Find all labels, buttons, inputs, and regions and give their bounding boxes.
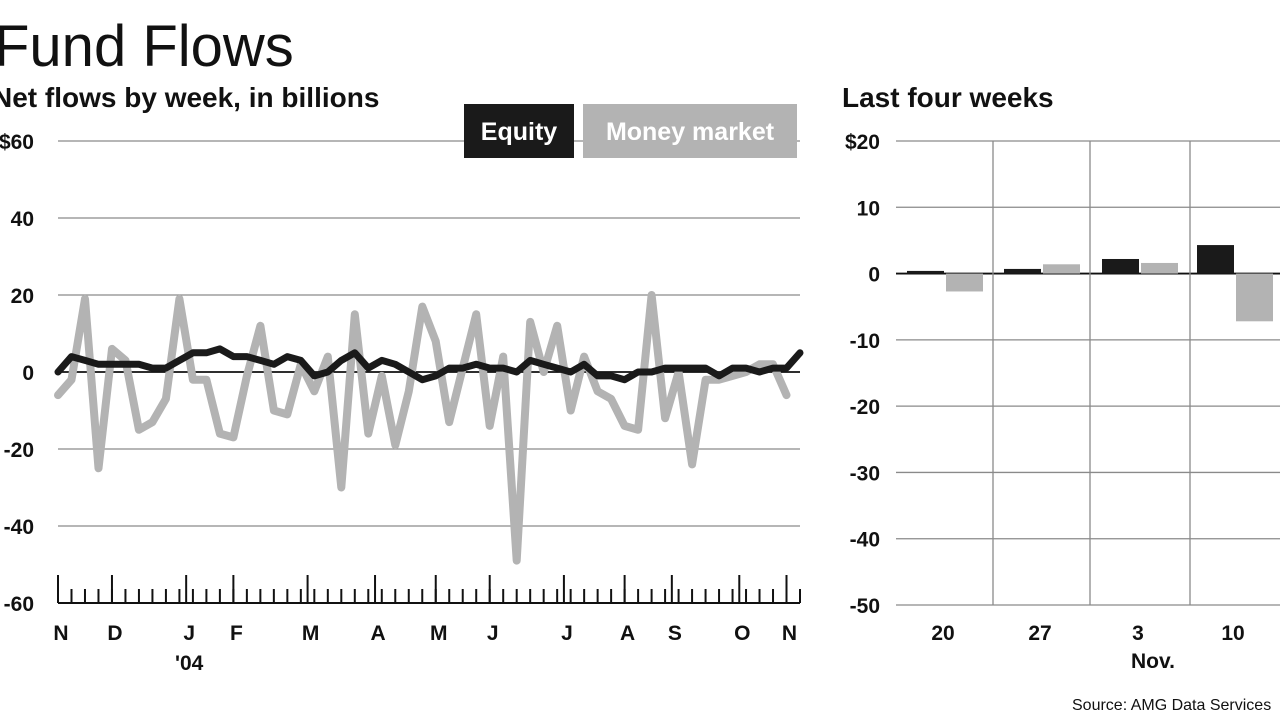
month-label: N: [53, 622, 68, 645]
money-market-bar: [946, 273, 983, 292]
weekly-x-axis: N D J F M A M J J A S O N '04: [53, 575, 801, 675]
equity-line: [54, 345, 804, 384]
legend-money-market-label: Money market: [606, 118, 775, 146]
weekly-y-tick-label: 40: [11, 208, 34, 231]
legend: Equity Money market: [464, 104, 797, 158]
equity-bar: [1197, 245, 1234, 274]
month-label: F: [230, 622, 243, 645]
month-label: J: [561, 622, 573, 645]
four-week-y-tick-label: -30: [850, 462, 880, 485]
four-week-category-label: 20: [931, 622, 954, 645]
month-label: J: [183, 622, 195, 645]
four-week-grid: [896, 140, 1280, 606]
equity-bar: [907, 270, 944, 274]
four-week-y-tick-label: -50: [850, 595, 880, 618]
month-label: N: [782, 622, 797, 645]
month-label: A: [370, 622, 385, 645]
year-label: '04: [175, 652, 204, 675]
legend-equity-label: Equity: [481, 118, 557, 146]
four-week-y-tick-label: -40: [850, 529, 880, 552]
money-market-bar: [1043, 264, 1080, 274]
weekly-y-tick-label: 0: [22, 362, 34, 385]
four-week-y-tick-label: 10: [857, 197, 880, 220]
month-label: S: [668, 622, 682, 645]
month-label: M: [302, 622, 320, 645]
month-label: J: [487, 622, 499, 645]
weekly-series: [54, 291, 804, 565]
weekly-y-tick-label: -40: [4, 516, 34, 539]
weekly-y-tick-label: -60: [4, 593, 34, 616]
equity-bar: [1102, 258, 1139, 274]
legend-equity-swatch: [464, 104, 574, 158]
money-market-bar: [1141, 262, 1178, 274]
weekly-y-tick-label: -20: [4, 439, 34, 462]
four-week-category-label: 10: [1221, 622, 1244, 645]
four-week-y-tick-label: -20: [850, 396, 880, 419]
four-week-x-axis: 20 27 3 10: [931, 622, 1244, 645]
four-week-category-label: 27: [1028, 622, 1051, 645]
four-week-y-axis: $20 10 0 -10 -20 -30 -40 -50: [845, 131, 880, 618]
source-note: Source: AMG Data Services: [1072, 697, 1271, 714]
last-four-weeks-chart: Last four weeks $20 10 0 -10 -20 -30 -40 -50 20…: [842, 82, 1280, 673]
month-label: D: [107, 622, 122, 645]
weekly-flows-subtitle: Net flows by week, in billions: [0, 82, 379, 113]
money-market-line: [54, 291, 791, 565]
weekly-flows-chart: Net flows by week, in billions $60 40 20 0 -…: [0, 82, 804, 675]
legend-money-market-swatch: [583, 104, 797, 158]
weekly-y-axis: $60 40 20 0 -20 -40 -60: [0, 131, 34, 616]
four-week-category-label: 3: [1132, 622, 1144, 645]
weekly-y-tick-label: 20: [11, 285, 34, 308]
weekly-y-tick-label: $60: [0, 131, 34, 154]
last-four-weeks-subtitle: Last four weeks: [842, 82, 1054, 113]
four-week-bars: [907, 245, 1273, 322]
four-week-month-label: Nov.: [1131, 650, 1175, 673]
month-label: M: [430, 622, 448, 645]
chart-title: Fund Flows: [0, 14, 294, 79]
month-label: O: [734, 622, 750, 645]
equity-bar: [1004, 268, 1041, 274]
four-week-y-tick-label: -10: [850, 330, 880, 353]
month-label: A: [620, 622, 635, 645]
money-market-bar: [1236, 273, 1273, 322]
four-week-y-tick-label: 0: [868, 264, 880, 287]
four-week-y-tick-label: $20: [845, 131, 880, 154]
